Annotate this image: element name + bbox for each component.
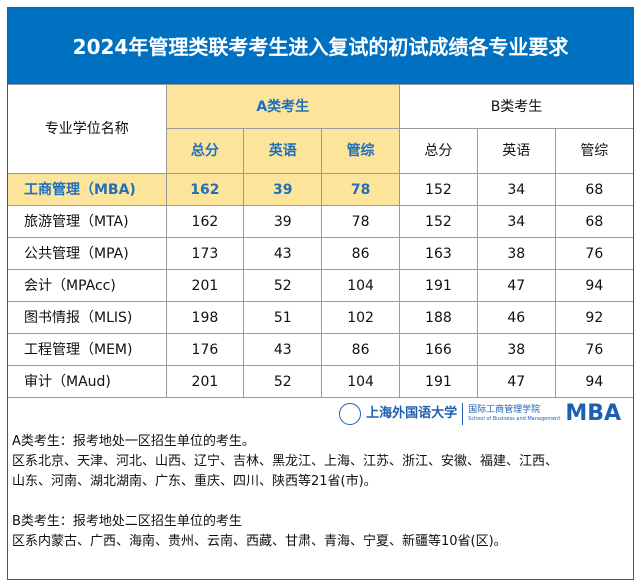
score-cell: 163	[398, 237, 478, 270]
major-name: 图书情报（MLIS)	[8, 301, 167, 334]
score-cell: 78	[321, 205, 400, 238]
score-cell: 39	[243, 205, 323, 238]
score-cell: 102	[321, 301, 400, 334]
score-cell: 78	[321, 173, 400, 206]
score-cell: 86	[321, 237, 400, 270]
group-a-header: A类考生	[165, 84, 400, 129]
column-header: 管综	[554, 128, 633, 174]
table-row: 工程管理（MEM) 176 43 86 166 38 76	[8, 333, 633, 366]
major-name: 旅游管理（MTA)	[8, 205, 167, 238]
column-header: 英语	[476, 128, 556, 174]
note-line: B类考生：报考地处二区招生单位的考生	[12, 514, 242, 529]
score-cell: 52	[243, 269, 323, 302]
score-cell: 201	[165, 365, 245, 398]
score-cell: 34	[476, 173, 556, 206]
score-cell: 34	[476, 205, 556, 238]
notes: A类考生：报考地处一区招生单位的考生。区系北京、天津、河北、山西、辽宁、吉林、黑…	[12, 432, 558, 552]
score-cell: 52	[243, 365, 323, 398]
score-cell: 38	[476, 333, 556, 366]
note-line: 山东、河南、湖北湖南、广东、重庆、四川、陕西等21省(市)。	[12, 474, 377, 489]
major-name: 工商管理（MBA)	[8, 173, 167, 206]
score-table: 专业学位名称 A类考生 B类考生 总分 英语 管综 总分 英语 管综 工商管理（MBA) 1…	[8, 84, 633, 398]
score-cell: 198	[165, 301, 245, 334]
table-row: 图书情报（MLIS) 198 51 102 188 46 92	[8, 301, 633, 334]
table-row: 会计（MPAcc) 201 52 104 191 47 94	[8, 269, 633, 302]
table-row: 工商管理（MBA) 162 39 78 152 34 68	[8, 173, 633, 206]
score-cell: 173	[165, 237, 245, 270]
score-cell: 162	[165, 173, 245, 206]
score-cell: 68	[554, 205, 633, 238]
school-logo: 上海外国语大学 国际工商管理学院 School of Business and M…	[339, 402, 621, 426]
major-name: 工程管理（MEM)	[8, 333, 167, 366]
score-cell: 39	[243, 173, 323, 206]
major-header: 专业学位名称	[8, 84, 167, 174]
score-cell: 162	[165, 205, 245, 238]
score-cell: 38	[476, 237, 556, 270]
mba-logo: MBA	[565, 401, 621, 426]
table-row: 审计（MAud) 201 52 104 191 47 94	[8, 365, 633, 398]
score-cell: 94	[554, 365, 633, 398]
score-cell: 76	[554, 237, 633, 270]
score-cell: 188	[398, 301, 478, 334]
major-name: 公共管理（MPA)	[8, 237, 167, 270]
major-name: 审计（MAud)	[8, 365, 167, 398]
note-line	[12, 492, 558, 512]
score-cell: 152	[398, 173, 478, 206]
score-cell: 86	[321, 333, 400, 366]
score-cell: 176	[165, 333, 245, 366]
score-cell: 47	[476, 365, 556, 398]
table-row: 旅游管理（MTA) 162 39 78 152 34 68	[8, 205, 633, 238]
column-header: 管综	[321, 128, 400, 174]
score-cell: 166	[398, 333, 478, 366]
score-cell: 94	[554, 269, 633, 302]
group-b-header: B类考生	[398, 84, 633, 129]
score-cell: 201	[165, 269, 245, 302]
score-cell: 76	[554, 333, 633, 366]
school-name: 国际工商管理学院 School of Business and Managemen…	[468, 405, 561, 422]
note-line: 区系内蒙古、广西、海南、贵州、云南、西藏、甘肃、青海、宁夏、新疆等10省(区)。	[12, 534, 507, 549]
university-name: 上海外国语大学	[366, 406, 458, 421]
major-name: 会计（MPAcc)	[8, 269, 167, 302]
score-cell: 43	[243, 237, 323, 270]
score-cell: 51	[243, 301, 323, 334]
score-cell: 43	[243, 333, 323, 366]
score-cell: 46	[476, 301, 556, 334]
score-cell: 191	[398, 365, 478, 398]
score-cell: 47	[476, 269, 556, 302]
score-cell: 92	[554, 301, 633, 334]
column-header: 总分	[398, 128, 478, 174]
note-line: 区系北京、天津、河北、山西、辽宁、吉林、黑龙江、上海、江苏、浙江、安徽、福建、江…	[12, 454, 559, 469]
score-cell: 191	[398, 269, 478, 302]
note-line: A类考生：报考地处一区招生单位的考生。	[12, 434, 255, 449]
score-cell: 104	[321, 269, 400, 302]
score-cell: 68	[554, 173, 633, 206]
university-seal-icon	[339, 403, 362, 425]
column-header: 总分	[166, 128, 245, 174]
score-table-card: 2024年管理类联考考生进入复试的初试成绩各专业要求 专业学位名称 A类考生 B…	[7, 7, 634, 580]
score-cell: 152	[398, 205, 478, 238]
table-row: 公共管理（MPA) 173 43 86 163 38 76	[8, 237, 633, 270]
column-header: 英语	[243, 128, 323, 174]
page-title: 2024年管理类联考考生进入复试的初试成绩各专业要求	[8, 8, 633, 84]
score-cell: 104	[321, 365, 400, 398]
